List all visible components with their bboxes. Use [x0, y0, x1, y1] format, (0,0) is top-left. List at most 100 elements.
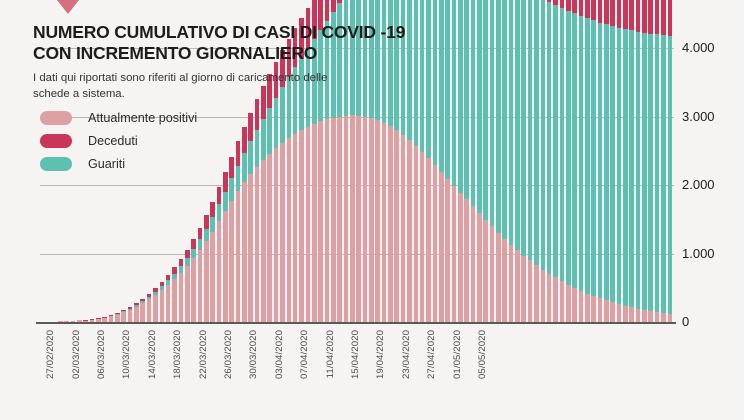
bar-column[interactable] — [191, 239, 196, 322]
bar-column[interactable] — [565, 0, 571, 322]
bar-column[interactable] — [400, 0, 406, 322]
legend-item-deceduti[interactable]: Deceduti — [40, 129, 197, 152]
bar-column[interactable] — [540, 0, 546, 322]
bar-column[interactable] — [261, 86, 266, 322]
bar-column[interactable] — [642, 0, 647, 322]
bar-column[interactable] — [375, 0, 380, 322]
bar-column[interactable] — [616, 0, 622, 322]
bar-column[interactable] — [470, 0, 476, 322]
bar-column[interactable] — [184, 249, 190, 322]
bar-column[interactable] — [292, 28, 298, 322]
bar-column[interactable] — [559, 0, 565, 322]
bar-column[interactable] — [108, 314, 114, 322]
bar-column[interactable] — [502, 0, 507, 322]
bar-column[interactable] — [280, 50, 285, 322]
bar-column[interactable] — [273, 61, 279, 322]
bar-column[interactable] — [578, 0, 584, 322]
bar-column[interactable] — [115, 312, 120, 322]
bar-column[interactable] — [76, 320, 82, 322]
bar-column[interactable] — [572, 0, 577, 322]
bar-column[interactable] — [591, 0, 596, 322]
bar-column[interactable] — [324, 0, 330, 322]
bar-column[interactable] — [483, 0, 488, 322]
bar-column[interactable] — [223, 172, 228, 322]
bar-column[interactable] — [96, 317, 101, 322]
bar-column[interactable] — [419, 0, 425, 322]
bar-column[interactable] — [286, 39, 292, 322]
bar-column[interactable] — [229, 156, 234, 322]
bar-column[interactable] — [394, 0, 400, 322]
bar-column[interactable] — [146, 294, 152, 322]
bar-column[interactable] — [210, 201, 215, 322]
bar-column[interactable] — [362, 0, 368, 322]
bar-column[interactable] — [388, 0, 393, 322]
bar-column[interactable] — [597, 0, 603, 322]
bar-column[interactable] — [248, 112, 253, 322]
bar-column[interactable] — [153, 288, 158, 322]
bar-column[interactable] — [311, 0, 317, 322]
bar-column[interactable] — [534, 0, 539, 322]
bar-column[interactable] — [438, 0, 444, 322]
bar-column[interactable] — [330, 0, 336, 322]
bar-column[interactable] — [197, 227, 203, 322]
bar-column[interactable] — [432, 0, 438, 322]
bar-column[interactable] — [451, 0, 457, 322]
bar-column[interactable] — [299, 18, 304, 322]
bar-column[interactable] — [654, 0, 660, 322]
bar-column[interactable] — [235, 141, 241, 322]
bar-column[interactable] — [127, 307, 133, 322]
bar-column[interactable] — [445, 0, 450, 322]
bar-column[interactable] — [661, 0, 666, 322]
legend-item-attualmente-positivi[interactable]: Attualmente positivi — [40, 106, 197, 129]
bar-column[interactable] — [203, 215, 209, 322]
bar-column[interactable] — [216, 187, 222, 322]
bar-column[interactable] — [648, 0, 654, 322]
bar-column[interactable] — [610, 0, 615, 322]
bar-column[interactable] — [508, 0, 514, 322]
bar-column[interactable] — [629, 0, 634, 322]
bar-column[interactable] — [413, 0, 419, 322]
bar-column[interactable] — [134, 303, 139, 322]
bar-column[interactable] — [553, 0, 558, 322]
bar-column[interactable] — [426, 0, 431, 322]
bar-column[interactable] — [667, 0, 673, 322]
bar-column[interactable] — [140, 299, 146, 322]
bar-column[interactable] — [369, 0, 374, 322]
bar-column[interactable] — [267, 73, 273, 322]
bar-column[interactable] — [57, 321, 63, 322]
bar-column[interactable] — [343, 0, 349, 322]
bar-column[interactable] — [64, 321, 69, 322]
bar-column[interactable] — [546, 0, 552, 322]
bar-column[interactable] — [102, 316, 107, 322]
bar-column[interactable] — [496, 0, 501, 322]
bar-column[interactable] — [83, 319, 88, 322]
bar-column[interactable] — [464, 0, 469, 322]
bar-column[interactable] — [254, 99, 260, 322]
bar-column[interactable] — [337, 0, 342, 322]
bar-column[interactable] — [178, 258, 184, 322]
bar-column[interactable] — [489, 0, 495, 322]
bar-column[interactable] — [521, 0, 527, 322]
legend-item-guariti[interactable]: Guariti — [40, 152, 197, 175]
bar-column[interactable] — [635, 0, 641, 322]
bar-column[interactable] — [584, 0, 590, 322]
bar-column[interactable] — [527, 0, 533, 322]
bar-column[interactable] — [477, 0, 482, 322]
bar-column[interactable] — [356, 0, 361, 322]
bar-column[interactable] — [159, 282, 165, 322]
bar-column[interactable] — [305, 8, 311, 322]
bar-column[interactable] — [515, 0, 520, 322]
bar-column[interactable] — [121, 310, 126, 322]
bar-column[interactable] — [165, 275, 171, 322]
bar-column[interactable] — [457, 0, 463, 322]
bar-column[interactable] — [242, 126, 247, 322]
bar-column[interactable] — [172, 267, 177, 322]
bar-column[interactable] — [604, 0, 609, 322]
bar-column[interactable] — [407, 0, 412, 322]
bar-column[interactable] — [381, 0, 387, 322]
bar-column[interactable] — [623, 0, 628, 322]
bar-column[interactable] — [350, 0, 355, 322]
bar-column[interactable] — [318, 0, 323, 322]
bar-column[interactable] — [70, 320, 76, 322]
bar-column[interactable] — [89, 318, 95, 322]
